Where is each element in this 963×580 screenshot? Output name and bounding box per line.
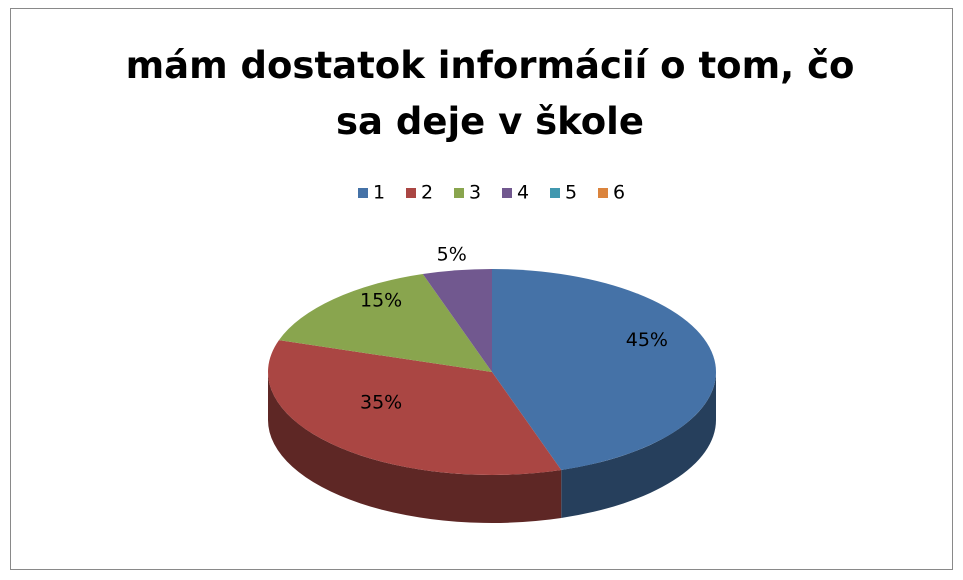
legend-swatch — [550, 188, 560, 198]
data-label: 5% — [437, 244, 467, 266]
slice — [422, 269, 492, 372]
slice — [268, 340, 562, 475]
data-label: 35% — [360, 391, 402, 413]
legend-label: 2 — [421, 182, 433, 204]
legend-swatch — [502, 188, 512, 198]
legend-label: 1 — [373, 182, 385, 204]
chart-title: mám dostatok informácií o tom, čo sa dej… — [125, 44, 855, 143]
legend-label: 5 — [565, 182, 577, 204]
slice — [492, 269, 716, 470]
slice-side — [268, 372, 562, 523]
data-label: 15% — [360, 290, 402, 312]
legend-label: 6 — [613, 182, 625, 204]
slice-side — [561, 372, 716, 518]
legend-swatch — [358, 188, 368, 198]
legend-swatch — [454, 188, 464, 198]
legend-label: 4 — [517, 182, 529, 204]
legend-label: 3 — [469, 182, 481, 204]
data-label: 45% — [626, 329, 668, 351]
legend-swatch — [406, 188, 416, 198]
legend-swatch — [598, 188, 608, 198]
slice — [278, 274, 492, 372]
